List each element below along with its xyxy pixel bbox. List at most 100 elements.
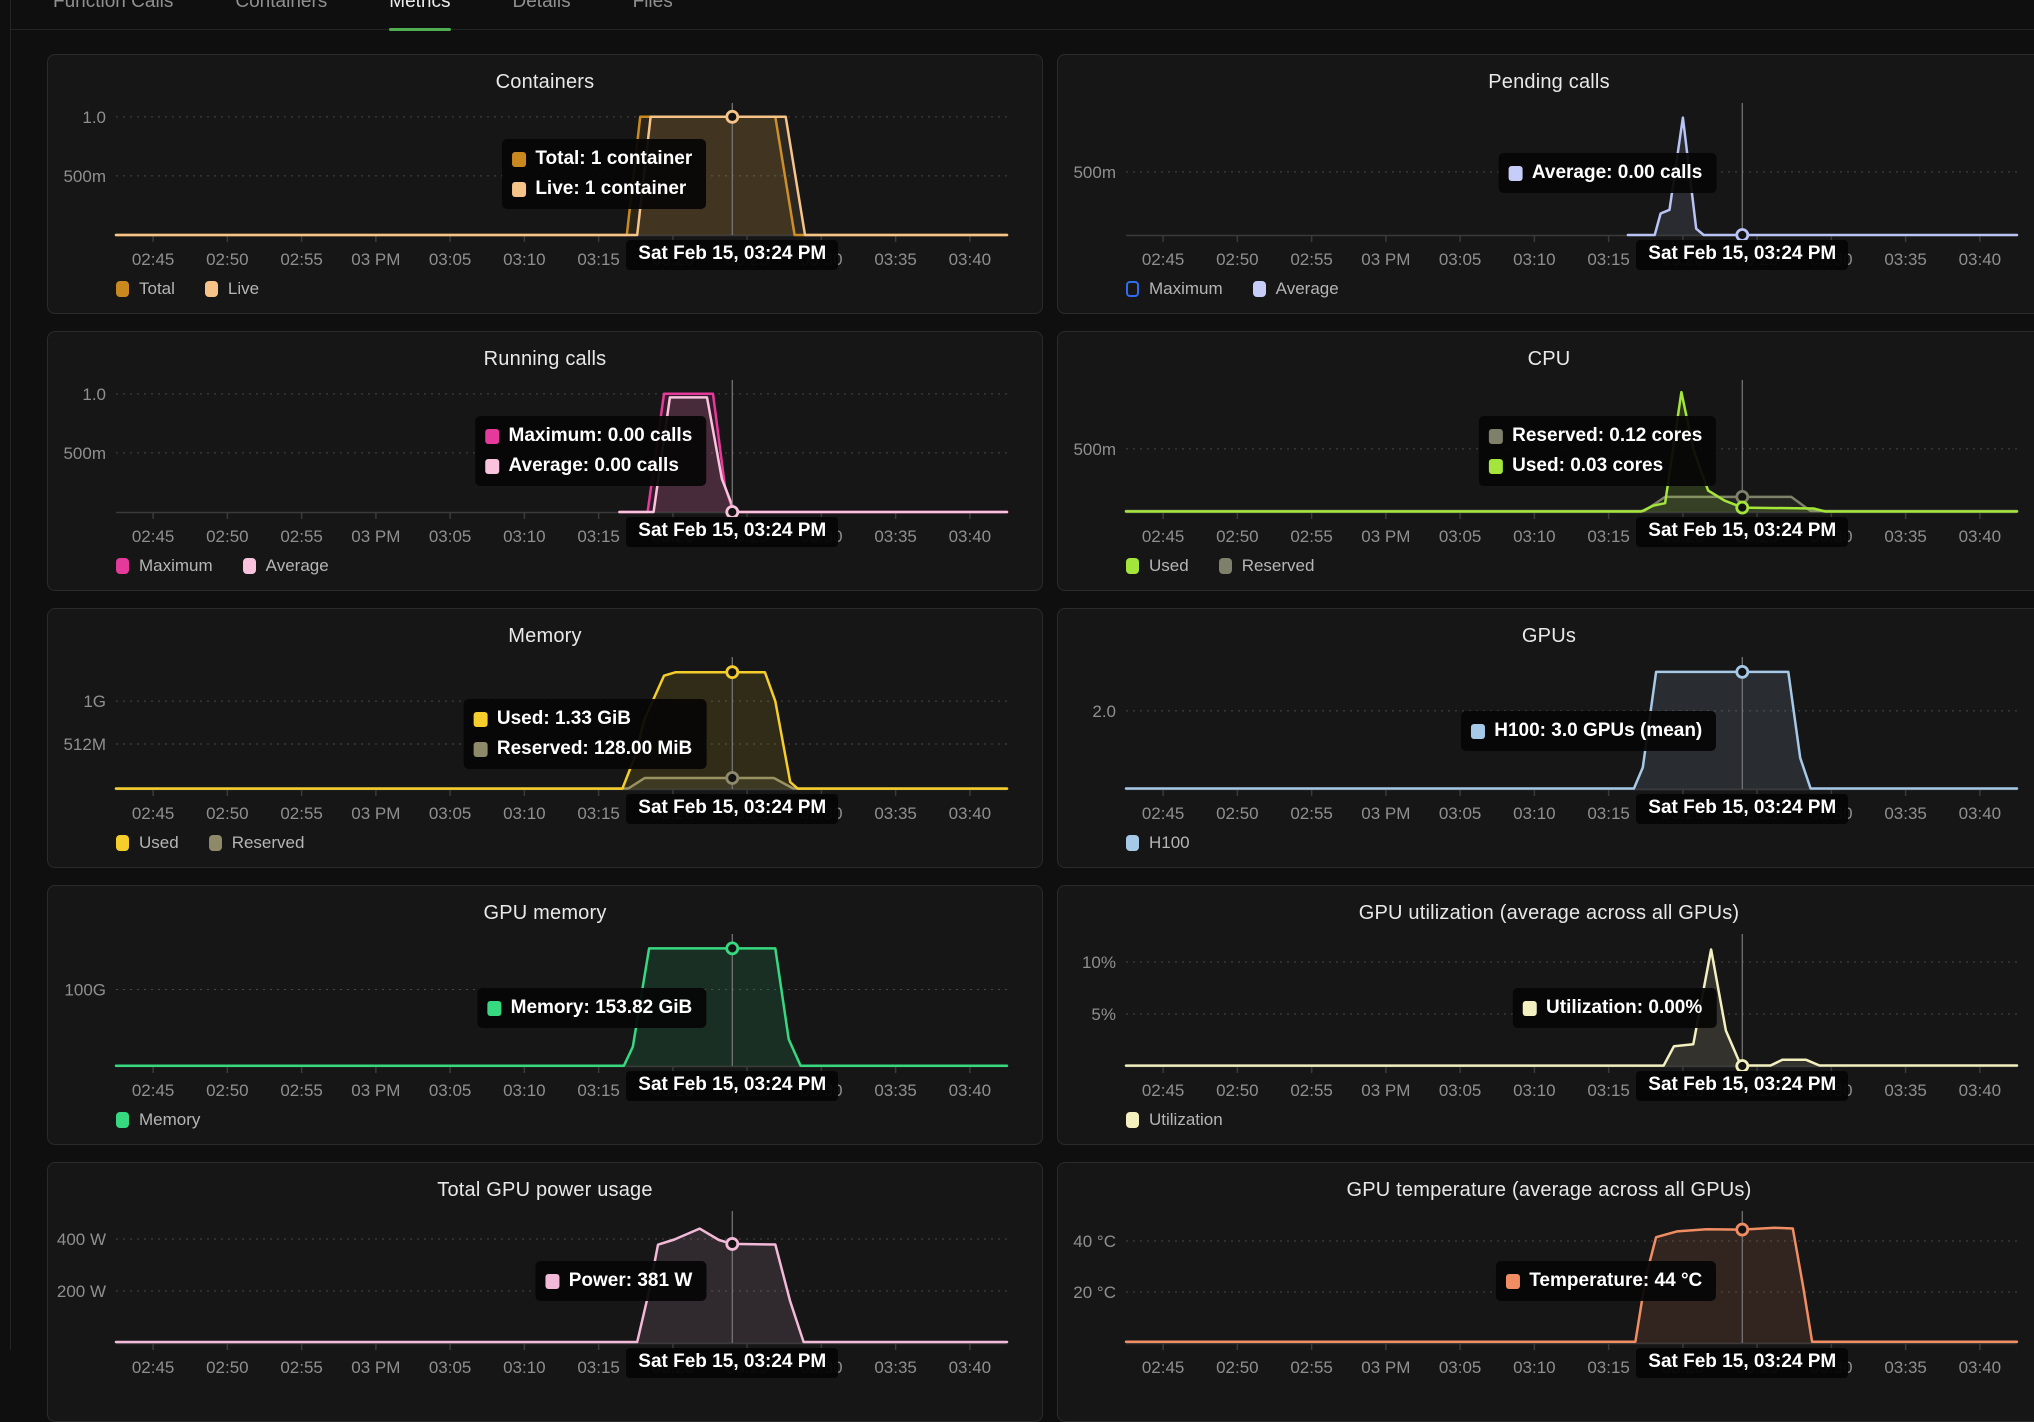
- chart-card-containers: Containers 1.0 500m 02:45 02:50 02:55 03 PM 03:…: [47, 54, 1043, 314]
- chart-tooltip: Maximum: 0.00 calls Average: 0.00 calls: [475, 416, 707, 486]
- chart-title: GPU memory: [483, 902, 607, 924]
- tab-bar: Function Calls Containers Metrics Details Fi…: [11, 0, 2034, 31]
- legend-swatch-icon: [242, 558, 256, 574]
- tab-details[interactable]: Details: [513, 0, 571, 30]
- chart-tooltip: Reserved: 0.12 cores Used: 0.03 cores: [1479, 416, 1717, 486]
- series-swatch-icon: [1489, 428, 1504, 444]
- legend-swatch-icon: [204, 281, 218, 297]
- hover-marker: [1735, 228, 1750, 242]
- x-axis-label: 03:15: [577, 804, 620, 823]
- tab-containers[interactable]: Containers: [235, 0, 327, 30]
- tooltip-text: Maximum: 0.00 calls: [508, 425, 693, 446]
- x-axis-label: 03:10: [1513, 1358, 1556, 1377]
- series-swatch-icon: [487, 1000, 502, 1016]
- chart-card-cpu: CPU 500m 02:45 02:50 02:55 03 PM 03:05 03:10 03:…: [1057, 331, 2034, 591]
- legend-label: Reserved: [231, 833, 305, 852]
- tab-function-calls[interactable]: Function Calls: [53, 0, 173, 30]
- chart-tooltip: Power: 381 W: [535, 1261, 707, 1301]
- y-axis-label: 10%: [1082, 953, 1116, 972]
- x-axis-label: 03:05: [1439, 527, 1482, 546]
- x-axis-label: 03:15: [1587, 1081, 1630, 1100]
- x-axis-label: 03:10: [1513, 250, 1556, 269]
- series-swatch-icon: [473, 711, 488, 727]
- x-axis-label: 02:55: [1290, 250, 1333, 269]
- legend-item-average[interactable]: Average: [1252, 279, 1339, 299]
- chart-title: Running calls: [483, 348, 607, 370]
- legend-item-h100[interactable]: H100: [1126, 833, 1190, 853]
- x-axis-label: 03:35: [1884, 527, 1927, 546]
- cursor-time-pill: Sat Feb 15, 03:24 PM: [1636, 1071, 1849, 1101]
- legend-swatch-icon: [116, 558, 129, 574]
- tab-files[interactable]: Files: [633, 0, 673, 30]
- legend-item-memory[interactable]: Memory: [116, 1110, 200, 1130]
- series-area-used: [116, 672, 1007, 789]
- x-axis-label: 03:10: [1513, 804, 1556, 823]
- x-axis-label: 03:35: [1884, 250, 1927, 269]
- x-axis-label: 03:10: [503, 804, 546, 823]
- x-axis-label: 03 PM: [1361, 250, 1410, 269]
- legend-item-total[interactable]: Total: [116, 279, 175, 299]
- legend-item-reserved[interactable]: Reserved: [1218, 556, 1314, 576]
- x-axis-label: 02:50: [206, 1081, 249, 1100]
- chart-tooltip: Average: 0.00 calls: [1498, 153, 1717, 193]
- chart-card-running-calls: Running calls 1.0 500m 02:45 02:50 02:55 03 PM…: [47, 331, 1043, 591]
- chart-tooltip: Utilization: 0.00%: [1513, 988, 1717, 1028]
- x-axis-label: 03:40: [1959, 527, 2002, 546]
- legend-label: Used: [1149, 556, 1189, 575]
- tab-metrics[interactable]: Metrics: [389, 0, 451, 31]
- legend-label: Used: [139, 833, 179, 852]
- chart-title: Containers: [495, 71, 595, 93]
- x-axis-label: 03:05: [429, 527, 472, 546]
- x-axis-label: 03 PM: [1361, 1358, 1410, 1377]
- series-swatch-icon: [512, 181, 527, 197]
- tab-label: Files: [632, 0, 673, 12]
- legend-swatch-icon: [1218, 558, 1232, 574]
- chart-legend: Total Live: [116, 279, 259, 299]
- legend-item-average[interactable]: Average: [242, 556, 329, 576]
- x-axis-label: 03:10: [503, 250, 546, 269]
- x-axis-label: 02:45: [132, 1358, 175, 1377]
- y-axis-label: 200 W: [57, 1282, 106, 1301]
- x-axis-label: 02:45: [1142, 1081, 1185, 1100]
- chart-title: Memory: [508, 625, 582, 647]
- chart-title: Total GPU power usage: [437, 1179, 653, 1201]
- legend-item-maximum[interactable]: Maximum: [116, 556, 213, 576]
- tooltip-row: Used: 0.03 cores: [1489, 455, 1702, 477]
- legend-item-live[interactable]: Live: [204, 279, 259, 299]
- x-axis-label: 03:05: [429, 1081, 472, 1100]
- series-swatch-icon: [1506, 1273, 1521, 1289]
- tooltip-row: Utilization: 0.00%: [1523, 997, 1702, 1019]
- x-axis-label: 03:40: [1959, 250, 2002, 269]
- x-axis-label: 02:55: [1290, 804, 1333, 823]
- chart-title: Pending calls: [1488, 71, 1610, 93]
- legend-item-used[interactable]: Used: [116, 833, 179, 853]
- chart-tooltip: Total: 1 container Live: 1 container: [502, 139, 707, 209]
- tooltip-row: Average: 0.00 calls: [1508, 162, 1702, 184]
- tab-label: Metrics: [389, 0, 451, 12]
- x-axis-label: 02:50: [1216, 804, 1259, 823]
- x-axis-label: 03 PM: [351, 1081, 400, 1100]
- y-axis-label: 500m: [1073, 440, 1116, 459]
- chart-legend: Utilization: [1126, 1110, 1223, 1130]
- chart-plot-containers[interactable]: 1.0 500m 02:45 02:50 02:55 03 PM 03:05 03:10 03:…: [48, 55, 1043, 314]
- legend-swatch-icon: [116, 835, 129, 851]
- x-axis-label: 03:40: [949, 1081, 992, 1100]
- tooltip-row: Temperature: 44 °C: [1506, 1270, 1702, 1292]
- legend-item-reserved[interactable]: Reserved: [208, 833, 305, 853]
- chart-card-gpu-memory: GPU memory 100G 02:45 02:50 02:55 03 PM 03:05 0…: [47, 885, 1043, 1145]
- legend-item-maximum[interactable]: Maximum: [1126, 279, 1223, 299]
- chart-plot-gpus[interactable]: 2.0 02:45 02:50 02:55 03 PM 03:05 03:10 03:15 03…: [1058, 609, 2034, 868]
- x-axis-label: 03:15: [577, 1081, 620, 1100]
- chart-legend: Memory: [116, 1110, 200, 1130]
- x-axis-label: 03:10: [503, 1081, 546, 1100]
- x-axis-label: 02:45: [1142, 527, 1185, 546]
- x-axis-label: 02:50: [206, 250, 249, 269]
- legend-item-used[interactable]: Used: [1126, 556, 1189, 576]
- x-axis-label: 03:35: [874, 1081, 917, 1100]
- series-line-reserved: [1124, 495, 2019, 513]
- legend-swatch-icon: [1126, 558, 1139, 574]
- legend-item-utilization[interactable]: Utilization: [1126, 1110, 1223, 1130]
- x-axis-label: 02:50: [1216, 250, 1259, 269]
- y-axis-label: 512M: [63, 735, 106, 754]
- x-axis-label: 03:10: [1513, 527, 1556, 546]
